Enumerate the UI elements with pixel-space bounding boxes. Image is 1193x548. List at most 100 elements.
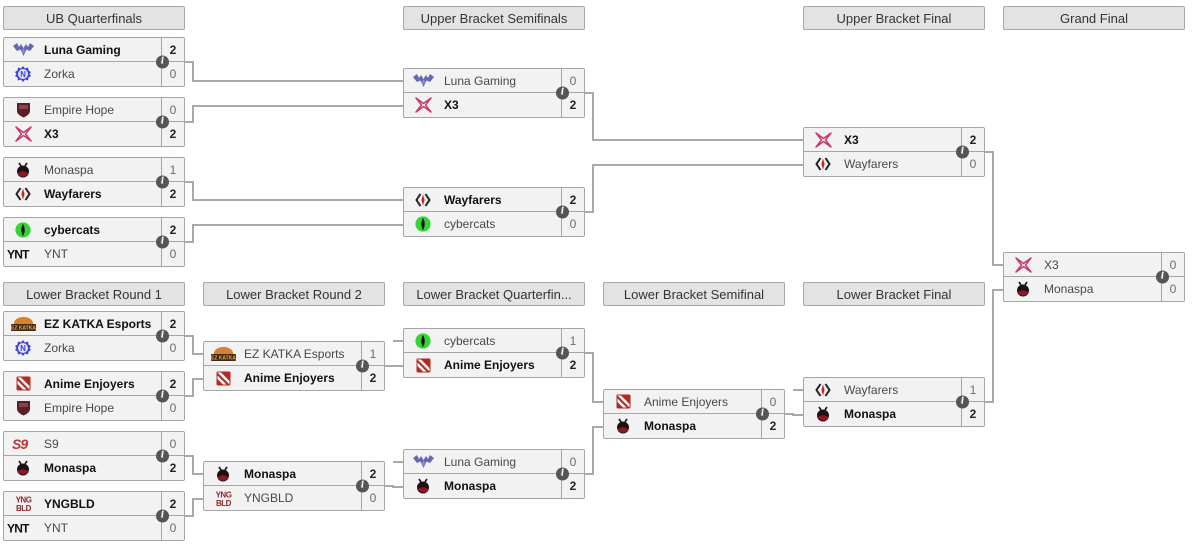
team-name[interactable]: EZ KATKA Esports <box>244 346 345 361</box>
match-info-icon[interactable]: i <box>156 389 169 403</box>
ezkatka-logo-icon: EZ KATKA <box>4 316 42 332</box>
round-header-ub-qf: UB Quarterfinals <box>3 6 185 30</box>
match-info-icon[interactable]: i <box>156 235 169 249</box>
team-row: EZ KATKA EZ KATKA Esports 2 <box>4 312 184 336</box>
team-name[interactable]: Empire Hope <box>44 102 115 117</box>
svg-text:EZ KATKA: EZ KATKA <box>11 325 36 331</box>
team-name[interactable]: Luna Gaming <box>44 42 121 57</box>
team-score: 2 <box>161 38 184 61</box>
team-score: 1 <box>161 158 184 181</box>
anime-logo-icon <box>604 394 642 409</box>
team-name[interactable]: Anime Enjoyers <box>244 371 335 385</box>
team-name[interactable]: Monaspa <box>1044 282 1094 296</box>
team-score: 2 <box>161 122 184 146</box>
match-lb-qf-2: Luna Gaming 0 Monaspa 2 i <box>403 449 585 499</box>
match-lb-r2-1: EZ KATKA EZ KATKA Esports 1 Anime Enjoyers 2… <box>203 341 385 391</box>
match-info-icon[interactable]: i <box>156 509 169 523</box>
wayfarers-logo-icon <box>804 382 842 398</box>
team-score: 0 <box>761 390 784 413</box>
team-row: Monaspa 2 <box>204 462 384 486</box>
team-name[interactable]: Monaspa <box>44 461 97 475</box>
team-score: 2 <box>761 414 784 438</box>
team-name[interactable]: Wayfarers <box>844 157 899 171</box>
team-name[interactable]: YNGBLD <box>44 496 95 511</box>
match-info-icon[interactable]: i <box>156 115 169 129</box>
luna-logo-icon <box>404 454 442 469</box>
team-name[interactable]: Monaspa <box>644 419 697 433</box>
team-row: Wayfarers 1 <box>804 378 984 402</box>
team-name[interactable]: S9 <box>44 436 59 451</box>
match-info-icon[interactable]: i <box>356 359 369 373</box>
team-row: Wayfarers 2 <box>404 188 584 212</box>
match-info-icon[interactable]: i <box>356 479 369 493</box>
team-name[interactable]: Luna Gaming <box>444 73 517 88</box>
match-info-icon[interactable]: i <box>1156 270 1169 284</box>
team-name[interactable]: X3 <box>1044 257 1059 272</box>
team-score: 2 <box>161 456 184 480</box>
team-name[interactable]: Luna Gaming <box>444 454 517 469</box>
team-row: YNT YNT 0 <box>4 242 184 266</box>
match-info-icon[interactable]: i <box>956 145 969 159</box>
team-name[interactable]: Monaspa <box>244 466 297 481</box>
team-name[interactable]: YNGBLD <box>244 491 294 505</box>
match-ub-f-1: X3 2 Wayfarers 0 i <box>803 127 985 177</box>
match-info-icon[interactable]: i <box>156 449 169 463</box>
team-name[interactable]: Wayfarers <box>444 192 502 207</box>
team-name[interactable]: Zorka <box>44 341 75 355</box>
team-row: cybercats 0 <box>404 212 584 236</box>
svg-text:EZ KATKA: EZ KATKA <box>211 355 236 361</box>
team-name[interactable]: cybercats <box>444 333 496 348</box>
match-lb-f-1: Wayfarers 1 Monaspa 2 i <box>803 377 985 427</box>
team-name[interactable]: Monaspa <box>444 479 497 493</box>
x3-logo-icon <box>1004 256 1042 273</box>
team-name[interactable]: Monaspa <box>844 407 897 421</box>
team-name[interactable]: X3 <box>444 98 459 112</box>
team-name[interactable]: YNT <box>44 247 68 261</box>
team-score: 0 <box>161 242 184 266</box>
match-info-icon[interactable]: i <box>756 407 769 421</box>
team-name[interactable]: Anime Enjoyers <box>444 358 535 372</box>
anime-logo-icon <box>4 376 42 391</box>
team-name[interactable]: cybercats <box>444 217 496 231</box>
team-score: 2 <box>161 312 184 335</box>
monaspa-logo-icon <box>1004 281 1042 297</box>
team-row: EZ KATKA EZ KATKA Esports 1 <box>204 342 384 366</box>
team-score: 0 <box>161 62 184 86</box>
team-name[interactable]: Anime Enjoyers <box>644 394 729 409</box>
zorka-logo-icon: N <box>4 66 42 82</box>
cybercats-logo-icon <box>404 216 442 232</box>
svg-text:BLD: BLD <box>216 499 232 507</box>
svg-text:YNG: YNG <box>215 490 231 499</box>
team-score: 0 <box>561 69 584 92</box>
match-info-icon[interactable]: i <box>156 55 169 69</box>
match-info-icon[interactable]: i <box>556 346 569 360</box>
match-info-icon[interactable]: i <box>556 86 569 100</box>
monaspa-logo-icon <box>804 406 842 422</box>
team-name[interactable]: cybercats <box>44 222 101 237</box>
match-ub-qf-3: Monaspa 1 Wayfarers 2 i <box>3 157 185 207</box>
team-name[interactable]: Zorka <box>44 67 75 81</box>
team-name[interactable]: EZ KATKA Esports <box>44 316 152 331</box>
team-name[interactable]: Wayfarers <box>44 187 102 201</box>
team-name[interactable]: YNT <box>44 521 68 535</box>
team-name[interactable]: Empire Hope <box>44 401 115 415</box>
match-lb-r2-2: Monaspa 2 YNG BLD YNGBLD 0 i <box>203 461 385 511</box>
team-name[interactable]: Wayfarers <box>844 382 899 397</box>
team-name[interactable]: Anime Enjoyers <box>44 376 135 391</box>
round-header-ub-sf: Upper Bracket Semifinals <box>403 6 585 30</box>
match-ub-sf-1: Luna Gaming 0 X3 2 i <box>403 68 585 118</box>
team-row: Anime Enjoyers 2 <box>404 353 584 377</box>
match-info-icon[interactable]: i <box>156 175 169 189</box>
match-info-icon[interactable]: i <box>956 395 969 409</box>
match-info-icon[interactable]: i <box>156 329 169 343</box>
match-info-icon[interactable]: i <box>556 467 569 481</box>
svg-text:S9: S9 <box>12 437 28 451</box>
team-name[interactable]: X3 <box>44 127 59 141</box>
team-name[interactable]: X3 <box>844 132 859 147</box>
team-row: YNG BLD YNGBLD 2 <box>4 492 184 516</box>
team-score: 0 <box>161 336 184 360</box>
match-info-icon[interactable]: i <box>556 205 569 219</box>
team-name[interactable]: Monaspa <box>44 162 94 177</box>
